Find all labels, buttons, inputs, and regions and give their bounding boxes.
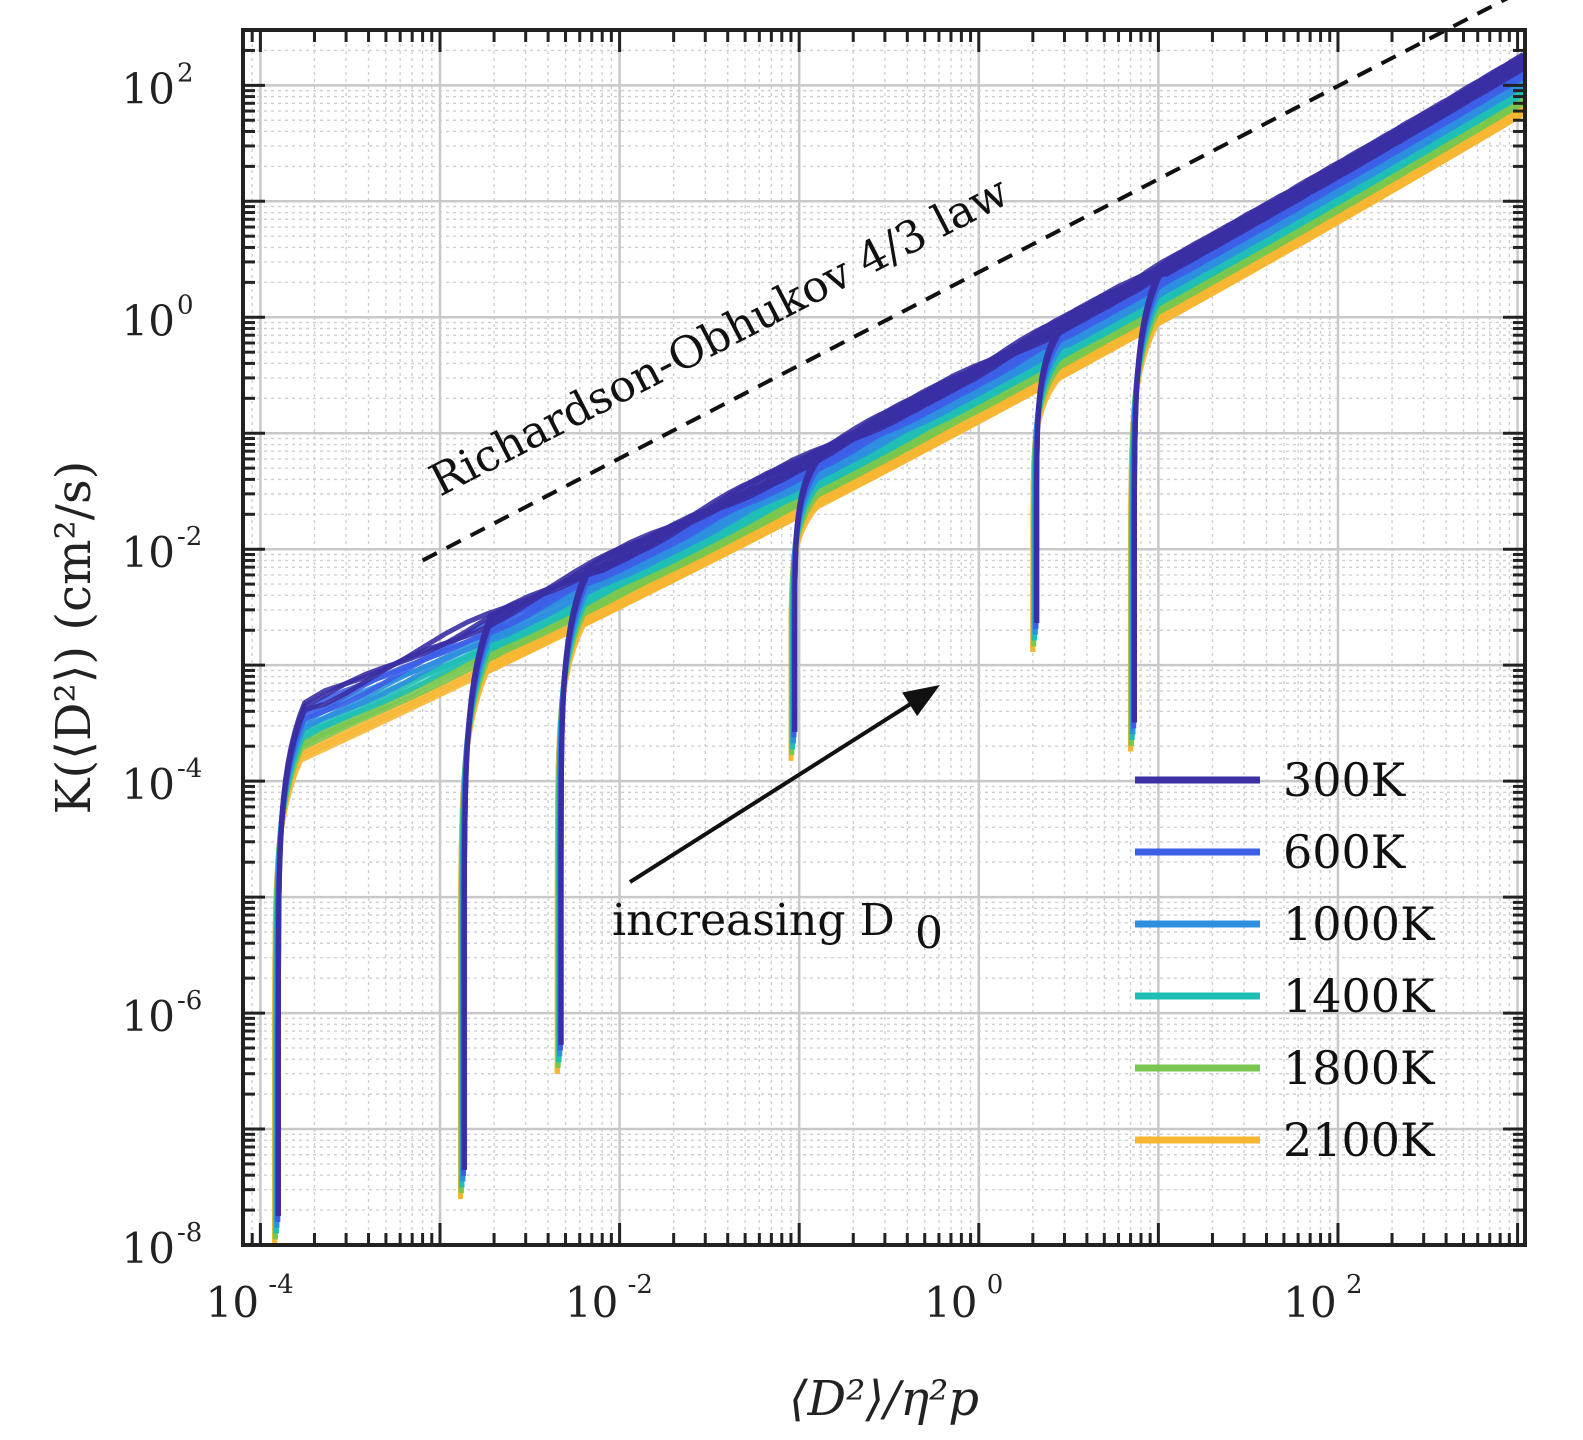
reference-line-group: Richardson-Obhukov 4/3 law	[421, 0, 1509, 563]
series-line-1400K	[1031, 84, 1525, 641]
legend-label-1400K: 1400K	[1283, 969, 1436, 1023]
series-line-1400K	[1031, 89, 1525, 641]
grid	[242, 29, 1525, 1247]
y-tick-label: 10	[122, 760, 175, 809]
y-tick-label: 10	[122, 1224, 175, 1273]
y-tick-label-exp: -4	[177, 754, 202, 784]
series-line-300K	[1131, 63, 1525, 723]
axes	[241, 28, 1527, 1247]
series-lines	[272, 52, 1525, 1245]
series-line-1800K	[1031, 93, 1525, 647]
legend-label-1800K: 1800K	[1283, 1041, 1436, 1095]
tick-labels: 10 -4 10 -2 10 0 10 210 -810 -610 -410 -210 010 2⟨D²⟩…	[46, 58, 1363, 1427]
arrow-label-subscript: 0	[915, 908, 943, 959]
x-tick-label-exp: -2	[628, 1270, 653, 1300]
y-tick-label-exp: -8	[177, 1218, 202, 1248]
x-tick-label: 10	[924, 1278, 977, 1327]
series-line-300K	[1131, 55, 1525, 723]
series-line-2100K	[1030, 108, 1525, 653]
reference-line	[421, 0, 1509, 563]
x-tick-label: 10	[1283, 1278, 1336, 1327]
y-tick-label-exp: 2	[177, 58, 194, 88]
series-line-1000K	[1032, 80, 1525, 635]
legend-label-1000K: 1000K	[1283, 897, 1436, 951]
arrow-line	[628, 696, 922, 884]
x-tick-label-exp: -4	[268, 1270, 293, 1300]
x-tick-label-exp: 2	[1346, 1270, 1363, 1300]
series-line-1400K	[459, 91, 1525, 1188]
legend: 300K 600K 1000K 1400K 1800K 2100K	[1135, 753, 1436, 1167]
series-line-2100K	[1030, 104, 1525, 653]
y-tick-label-exp: 0	[177, 290, 194, 320]
y-axis-title: K(⟨D²⟩) (cm²/s)	[46, 461, 102, 815]
arrow-label: increasing D	[612, 895, 895, 946]
legend-label-2100K: 2100K	[1283, 1113, 1436, 1167]
x-tick-label: 10	[206, 1278, 259, 1327]
y-tick-label-exp: -6	[177, 986, 202, 1016]
y-tick-label: 10	[122, 296, 175, 345]
arrow-head	[902, 685, 940, 717]
y-tick-label: 10	[122, 992, 175, 1041]
series-line-1800K	[1031, 96, 1525, 647]
reference-line-label: Richardson-Obhukov 4/3 law	[422, 166, 1017, 507]
legend-label-300K: 300K	[1283, 753, 1407, 807]
series-line-1400K	[1031, 88, 1525, 641]
legend-label-600K: 600K	[1283, 825, 1407, 879]
x-axis-title: ⟨D²⟩/η²p	[789, 1371, 979, 1427]
y-tick-label: 10	[122, 528, 175, 577]
x-tick-label-exp: 0	[987, 1270, 1004, 1300]
series-line-1800K	[1031, 99, 1525, 647]
x-tick-label: 10	[565, 1278, 618, 1327]
annotations: increasing D 0	[612, 685, 943, 959]
y-tick-label-exp: -2	[177, 522, 202, 552]
series-line-300K	[1131, 58, 1525, 723]
y-tick-label: 10	[122, 64, 175, 113]
